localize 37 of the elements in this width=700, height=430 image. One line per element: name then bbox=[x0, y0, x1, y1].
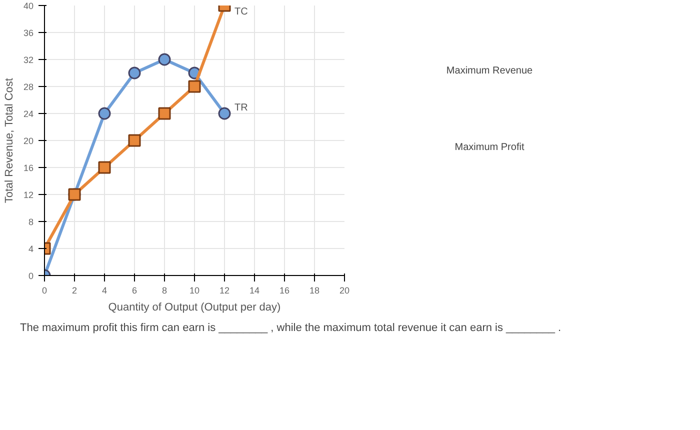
x-tick-label: 8 bbox=[162, 286, 168, 296]
y-tick-label: 12 bbox=[23, 190, 34, 200]
y-axis-title: Total Revenue, Total Cost bbox=[3, 78, 16, 204]
y-tick-label: 4 bbox=[28, 244, 34, 254]
text: Maximum Revenue bbox=[446, 66, 534, 77]
point bbox=[188, 80, 201, 93]
y-tick-label: 28 bbox=[23, 82, 34, 92]
x-tick-label: 6 bbox=[132, 286, 138, 296]
x-tick-label: 4 bbox=[102, 286, 108, 296]
x-tick-label: 12 bbox=[219, 286, 230, 296]
point bbox=[158, 107, 171, 120]
x-tick-label: 20 bbox=[339, 286, 350, 296]
x-axis-title: Quantity of Output (Output per day) bbox=[108, 302, 281, 314]
text: Maximum Profit bbox=[454, 142, 524, 153]
y-tick-label: 40 bbox=[23, 1, 34, 11]
point bbox=[128, 134, 141, 147]
series-label: TC bbox=[234, 6, 248, 18]
x-tick-label: 14 bbox=[249, 286, 260, 296]
y-tick-label: 32 bbox=[23, 55, 34, 65]
x-tick-label: 18 bbox=[309, 286, 320, 296]
x-tick-label: 10 bbox=[189, 286, 200, 296]
y-tick-label: 20 bbox=[23, 136, 34, 146]
y-tick-label: 8 bbox=[28, 217, 34, 227]
point bbox=[158, 53, 171, 66]
text: The maximum profit this firm can earn is ________ , while the maximum total revenue it can earn is ________ . bbox=[20, 321, 562, 336]
y-tick-label: 0 bbox=[28, 271, 34, 281]
x-tick-label: 2 bbox=[72, 286, 78, 296]
point bbox=[98, 107, 111, 120]
y-tick-label: 24 bbox=[23, 109, 34, 119]
y-tick-label: 36 bbox=[23, 28, 34, 38]
x-tick-label: 16 bbox=[279, 286, 290, 296]
point bbox=[128, 66, 141, 80]
point bbox=[98, 161, 111, 174]
y-tick-label: 16 bbox=[23, 163, 34, 173]
series-label: TR bbox=[234, 102, 248, 114]
point bbox=[218, 107, 231, 120]
x-tick-label: 0 bbox=[42, 286, 48, 296]
